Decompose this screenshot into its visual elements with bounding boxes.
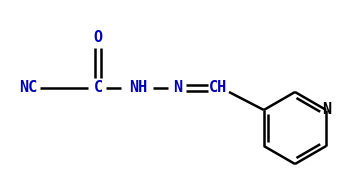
- Text: N: N: [173, 81, 183, 96]
- Text: NH: NH: [129, 81, 147, 96]
- Text: C: C: [93, 81, 103, 96]
- Text: CH: CH: [209, 81, 227, 96]
- Text: N: N: [323, 102, 332, 117]
- Text: O: O: [93, 31, 103, 46]
- Text: NC: NC: [19, 81, 37, 96]
